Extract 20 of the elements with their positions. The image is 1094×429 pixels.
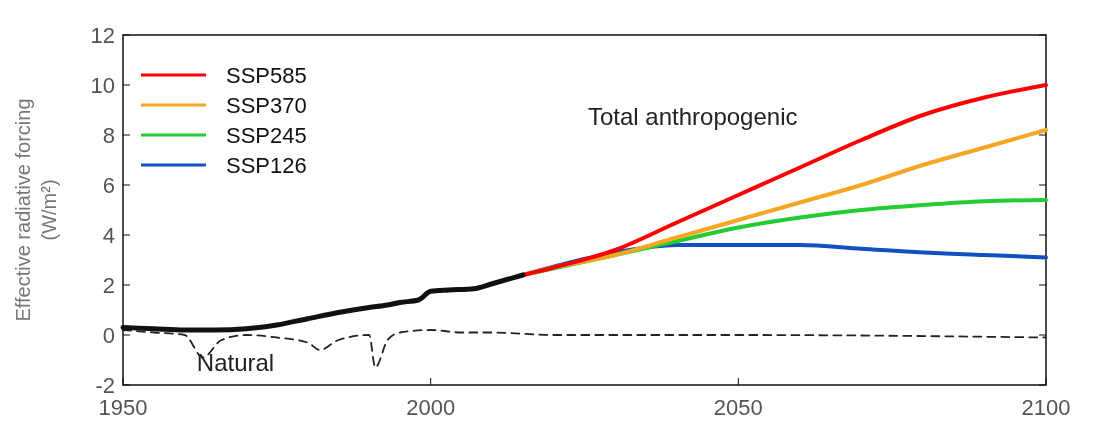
x-tick-label: 1950 — [98, 395, 148, 420]
y-tick-label: 10 — [90, 72, 115, 98]
y-axis-title: Effective radiative forcing (W/m²) — [12, 98, 60, 322]
legend-label: SSP245 — [226, 122, 307, 148]
line-series — [122, 329, 1047, 369]
legend-label: SSP585 — [226, 62, 307, 88]
y-tick-label: 8 — [102, 122, 115, 148]
annotation: Total anthropogenic — [588, 103, 798, 130]
y-tick-label: 4 — [102, 222, 115, 248]
x-tick-label: 2000 — [406, 395, 456, 420]
y-tick-label: 6 — [102, 172, 115, 198]
y-tick-label: 2 — [102, 272, 115, 298]
x-tick-label: 2050 — [713, 395, 763, 420]
y-tick-label: -2 — [95, 372, 115, 398]
y-tick-label: 0 — [102, 322, 115, 348]
x-tick-label: 2100 — [1021, 395, 1071, 420]
legend-label: SSP370 — [226, 92, 307, 118]
legend-label: SSP126 — [226, 152, 307, 178]
y-tick-label: 12 — [90, 22, 115, 48]
series-label: Natural — [196, 349, 275, 377]
